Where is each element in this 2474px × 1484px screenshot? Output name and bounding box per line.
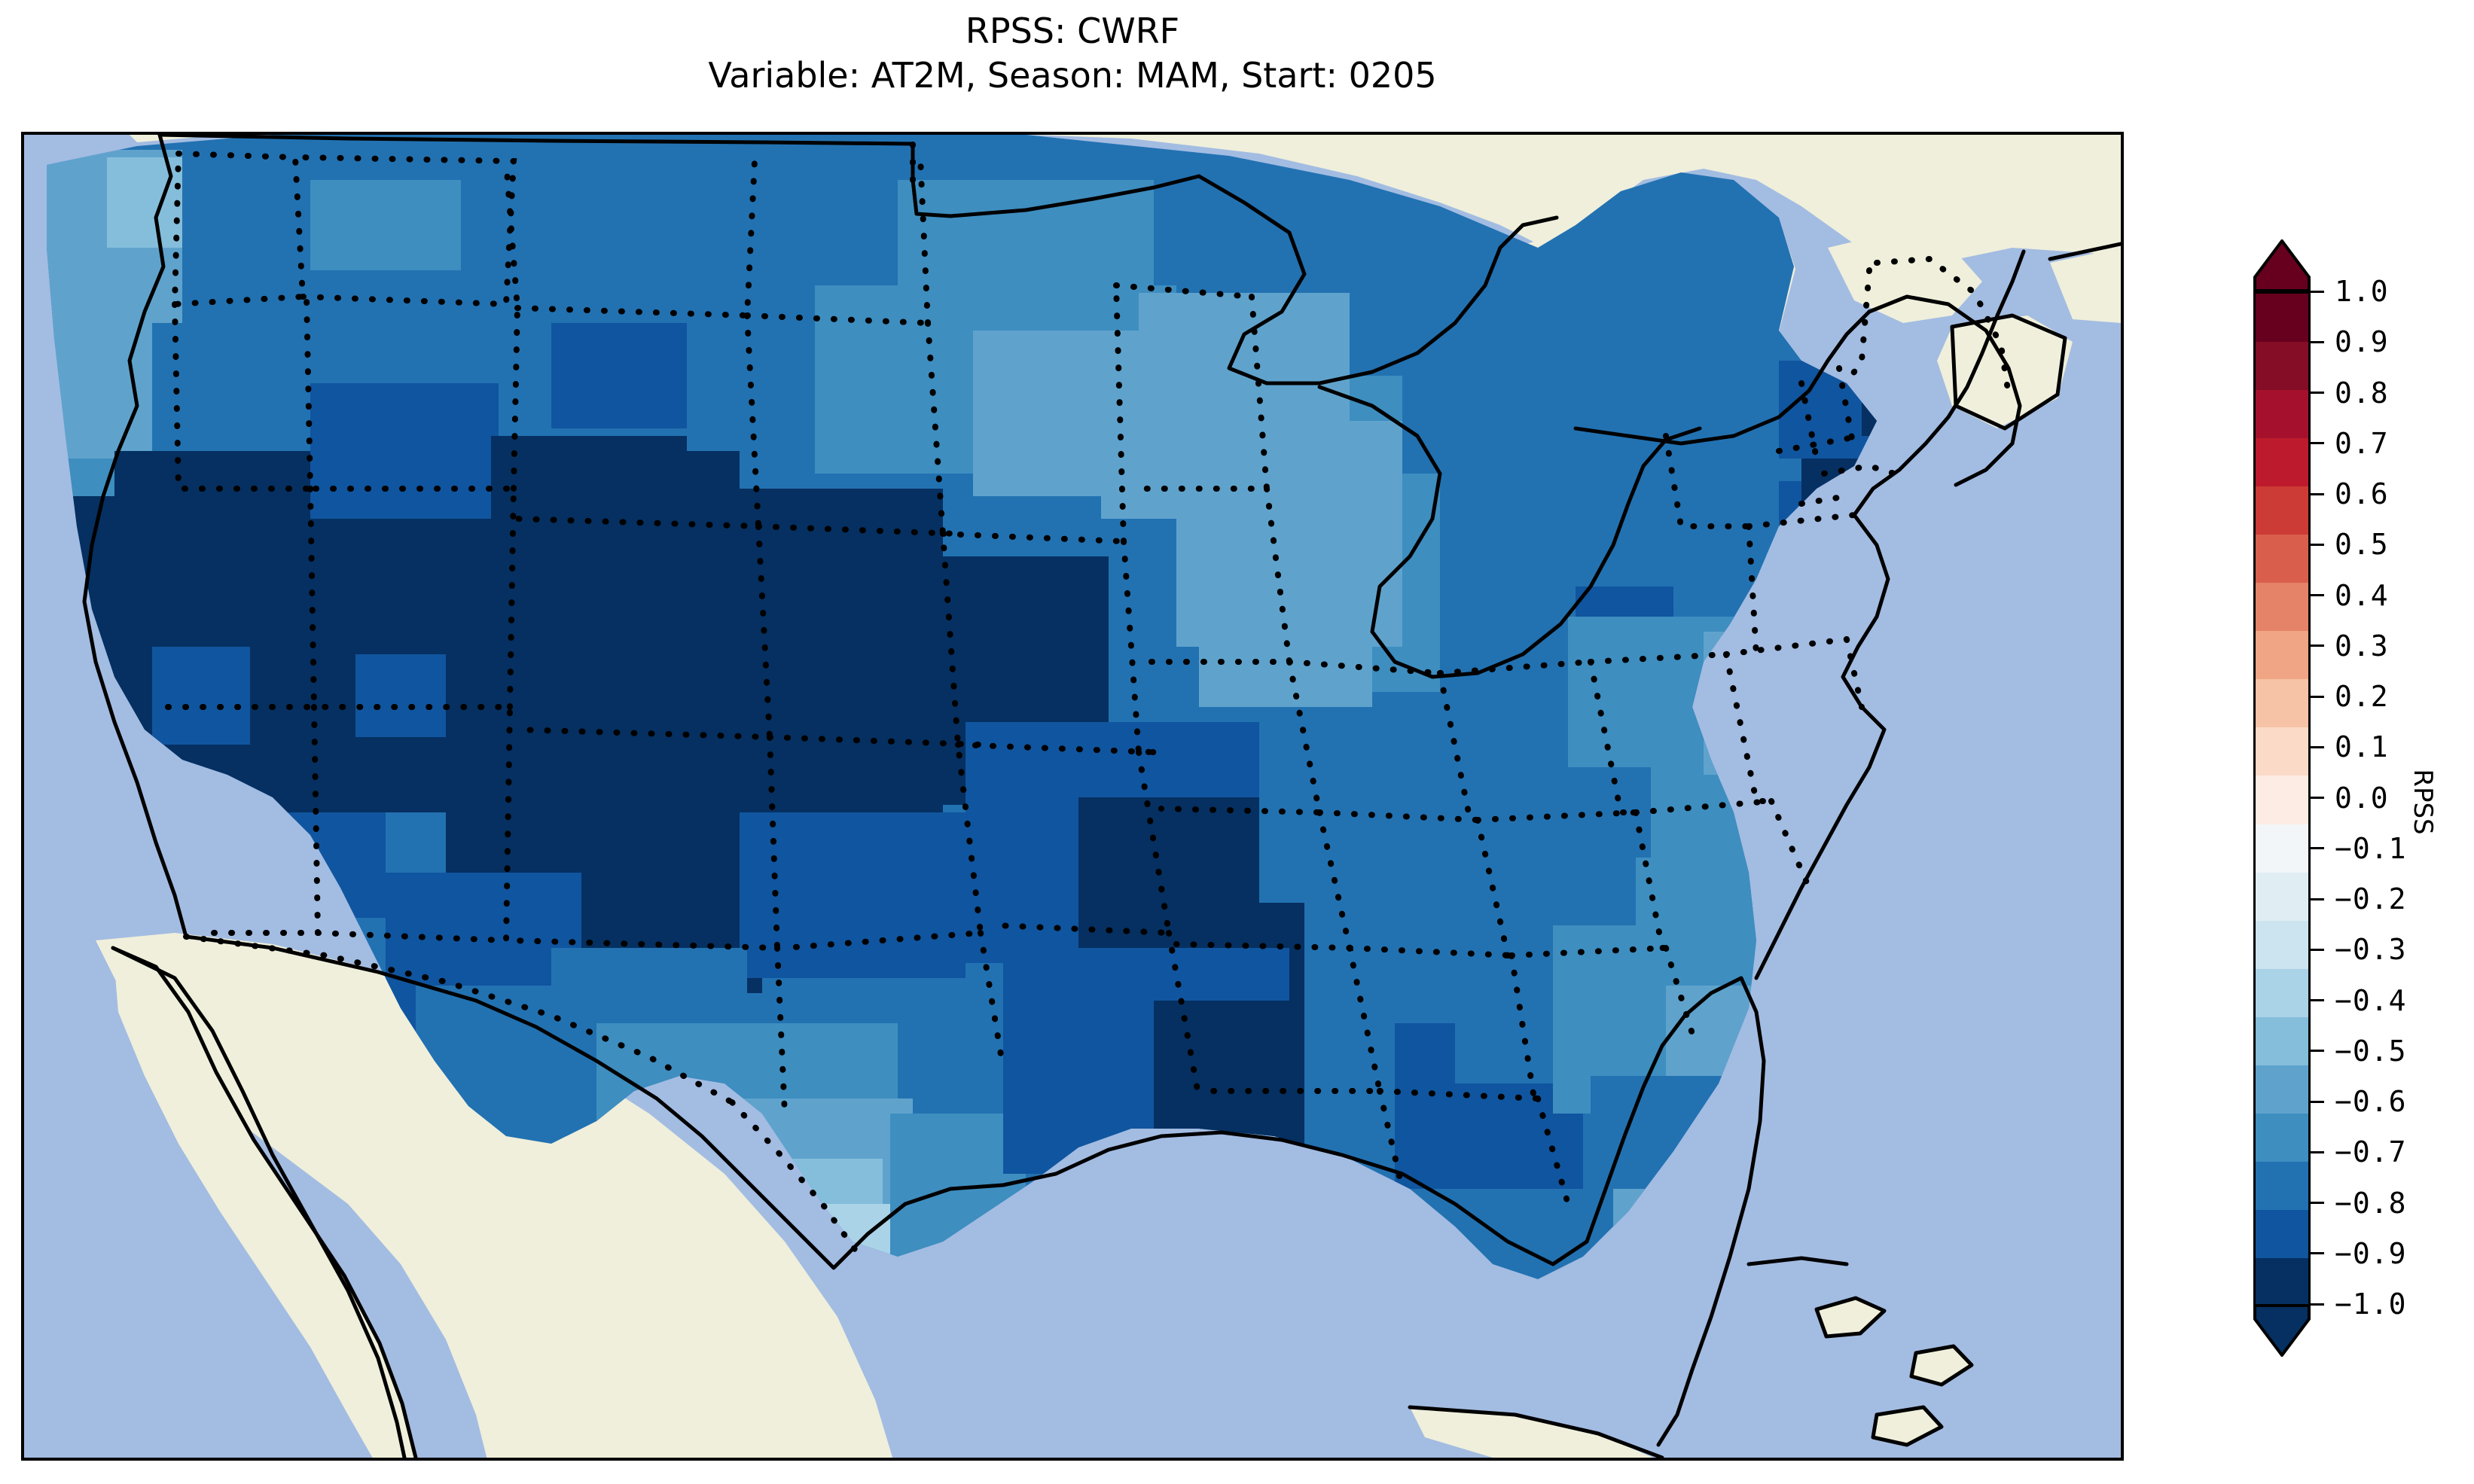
colorbar-segment	[2256, 679, 2308, 728]
colorbar-segment	[2256, 968, 2308, 1017]
colorbar-tick	[2311, 1100, 2324, 1103]
land-outside-domain	[96, 135, 2121, 1458]
colorbar-tick-label: 0.4	[2335, 578, 2389, 612]
colorbar-tick-label: 0.1	[2335, 730, 2389, 764]
colorbar-segment	[2256, 1065, 2308, 1114]
colorbar-tick	[2311, 897, 2324, 900]
colorbar-tick	[2311, 1050, 2324, 1053]
conus-rpss-heatmap	[24, 135, 2121, 1458]
colorbar-tick-label: −0.3	[2335, 933, 2407, 967]
colorbar-tick	[2311, 999, 2324, 1001]
colorbar-tick	[2311, 948, 2324, 951]
colorbar-tick-label: −1.0	[2335, 1287, 2407, 1321]
colorbar-tick	[2311, 1202, 2324, 1204]
colorbar-tick	[2311, 1150, 2324, 1153]
colorbar-segment	[2256, 727, 2308, 776]
colorbar-tick-label: 0.0	[2335, 781, 2389, 815]
colorbar-tick-label: −0.5	[2335, 1034, 2407, 1068]
colorbar-segment	[2256, 294, 2308, 343]
colorbar-segment	[2256, 390, 2308, 439]
title-line-1: RPSS: CWRF	[965, 11, 1180, 51]
colorbar-tick	[2311, 695, 2324, 698]
colorbar-segment	[2256, 1209, 2308, 1258]
colorbar-tick-label: −0.4	[2335, 983, 2407, 1017]
colorbar-tick	[2311, 543, 2324, 546]
colorbar-tick	[2311, 392, 2324, 394]
colorbar-tick-label: 0.7	[2335, 426, 2389, 460]
colorbar[interactable]: 1.0 0.9 0.8 0.7 0.6 0.5 0.4 0.3 0.2 0.1 0.0 −0.1 −0.…	[2253, 226, 2472, 1378]
map-panel[interactable]	[21, 132, 2124, 1461]
colorbar-gradient[interactable]	[2253, 291, 2311, 1306]
chart-title-block: RPSS: CWRF Variable: AT2M, Season: MAM, …	[0, 0, 2145, 130]
colorbar-tick	[2311, 1252, 2324, 1255]
colorbar-tick-label: −0.1	[2335, 831, 2407, 865]
colorbar-segment	[2256, 920, 2308, 969]
colorbar-tick	[2311, 340, 2324, 343]
colorbar-segment	[2256, 1016, 2308, 1065]
colorbar-tick-label: −0.2	[2335, 882, 2407, 916]
colorbar-tick-label: 0.5	[2335, 528, 2389, 562]
colorbar-segment	[2256, 486, 2308, 535]
colorbar-axis-label: RPSS	[2408, 769, 2438, 835]
colorbar-segment	[2256, 776, 2308, 824]
colorbar-segment	[2256, 342, 2308, 391]
colorbar-tick-label: 0.6	[2335, 477, 2389, 510]
colorbar-segment	[2256, 1161, 2308, 1210]
colorbar-tick-label: 0.9	[2335, 325, 2389, 359]
colorbar-tick	[2311, 290, 2324, 293]
colorbar-tick	[2311, 797, 2324, 799]
colorbar-segment	[2256, 535, 2308, 584]
colorbar-segment	[2256, 872, 2308, 921]
colorbar-tick-label: −0.8	[2335, 1186, 2407, 1220]
colorbar-extend-bottom	[2253, 1304, 2311, 1357]
state-borders-layer	[164, 141, 2012, 1260]
colorbar-tick	[2311, 594, 2324, 596]
coastline-layer	[82, 135, 2121, 1458]
colorbar-segment	[2256, 1257, 2308, 1306]
colorbar-segment	[2256, 438, 2308, 487]
colorbar-segment	[2256, 1113, 2308, 1162]
colorbar-tick-label: 0.2	[2335, 680, 2389, 713]
colorbar-tick-label: 0.8	[2335, 376, 2389, 410]
colorbar-tick	[2311, 847, 2324, 850]
colorbar-tick	[2311, 1303, 2324, 1306]
colorbar-tick-label: 0.3	[2335, 629, 2389, 663]
colorbar-tick	[2311, 442, 2324, 445]
colorbar-tick	[2311, 745, 2324, 748]
title-line-2: Variable: AT2M, Season: MAM, Start: 0205	[708, 54, 1437, 96]
colorbar-segment	[2256, 631, 2308, 680]
colorbar-segment	[2256, 824, 2308, 873]
colorbar-tick	[2311, 492, 2324, 495]
colorbar-tick-label: 1.0	[2335, 275, 2389, 308]
colorbar-segment	[2256, 583, 2308, 632]
colorbar-extend-top	[2253, 239, 2311, 292]
colorbar-tick-label: −0.7	[2335, 1135, 2407, 1169]
colorbar-tick-label: −0.9	[2335, 1236, 2407, 1270]
colorbar-tick-label: −0.6	[2335, 1085, 2407, 1118]
colorbar-tick	[2311, 644, 2324, 648]
